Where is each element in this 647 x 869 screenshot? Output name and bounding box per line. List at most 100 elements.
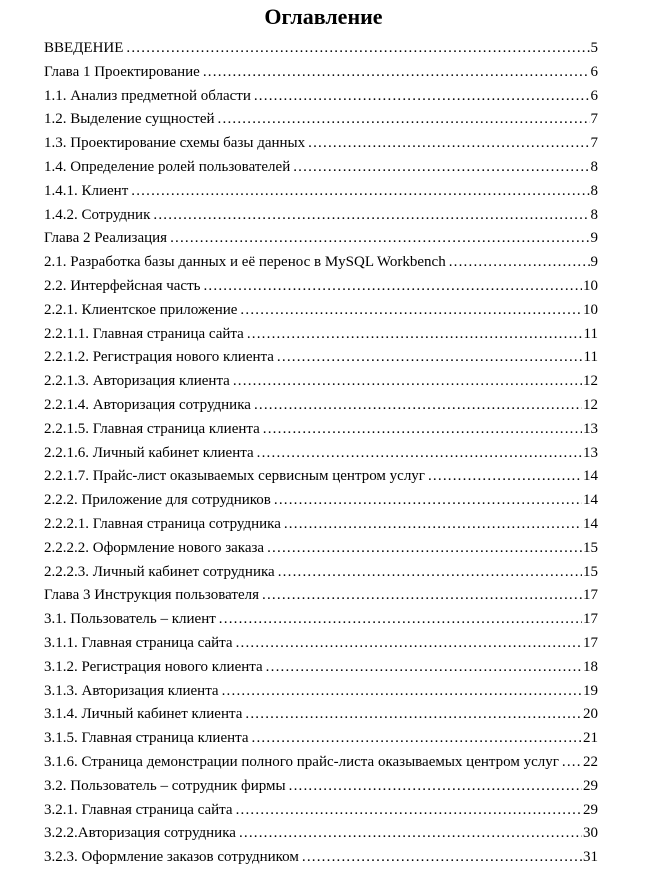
toc-entry[interactable]: 2.2.1.2. Регистрация нового клиента 11 bbox=[44, 346, 598, 370]
dot-leader bbox=[293, 156, 589, 180]
dot-leader bbox=[428, 465, 582, 489]
dot-leader bbox=[302, 846, 582, 869]
toc-entry[interactable]: 2.2.1.4. Авторизация сотрудника 12 bbox=[44, 394, 598, 418]
toc-entry[interactable]: 3.1.3. Авторизация клиента 19 bbox=[44, 680, 598, 704]
toc-entry[interactable]: 2.2.1.3. Авторизация клиента 12 bbox=[44, 370, 598, 394]
toc-entry-page: 14 bbox=[583, 515, 598, 532]
dot-leader bbox=[203, 275, 582, 299]
toc-entry[interactable]: 3.2.1. Главная страница сайта 29 bbox=[44, 799, 598, 823]
toc-entry-label: 1.4.2. Сотрудник bbox=[44, 206, 151, 223]
toc-entry-page: 13 bbox=[583, 420, 598, 437]
toc-entry[interactable]: 2.2.1.1. Главная страница сайта 11 bbox=[44, 323, 598, 347]
toc-entry[interactable]: Глава 3 Инструкция пользователя 17 bbox=[44, 584, 598, 608]
toc-entry[interactable]: 2.2.2.1. Главная страница сотрудника 14 bbox=[44, 513, 598, 537]
dot-leader bbox=[203, 61, 590, 85]
dot-leader bbox=[170, 227, 589, 251]
toc-entry[interactable]: Глава 1 Проектирование 6 bbox=[44, 61, 598, 85]
toc-entry-page: 5 bbox=[590, 40, 599, 56]
toc-entry-page: 8 bbox=[590, 158, 599, 175]
dot-leader bbox=[266, 656, 582, 680]
toc-entry-page: 11 bbox=[583, 349, 598, 366]
toc-entry-label: 2.2.2.2. Оформление нового заказа bbox=[44, 539, 265, 556]
toc-entry[interactable]: 2.2.2. Приложение для сотрудников 14 bbox=[44, 489, 598, 513]
toc-entry-label: 1.4.1. Клиент bbox=[44, 182, 129, 199]
toc-entry[interactable]: 2.2.1.6. Личный кабинет клиента 13 bbox=[44, 442, 598, 466]
toc-entry[interactable]: Глава 2 Реализация 9 bbox=[44, 227, 598, 251]
toc-entry-page: 15 bbox=[583, 563, 598, 580]
toc-entry[interactable]: 3.2.3. Оформление заказов сотрудником 31 bbox=[44, 846, 598, 869]
toc-entry[interactable]: 1.4.2. Сотрудник 8 bbox=[44, 204, 598, 228]
dot-leader bbox=[262, 584, 582, 608]
toc-entry-label: Глава 3 Инструкция пользователя bbox=[44, 587, 260, 604]
dot-leader bbox=[257, 442, 582, 466]
toc-entry[interactable]: 1.4.1. Клиент 8 bbox=[44, 180, 598, 204]
toc-entry-label: 1.2. Выделение сущностей bbox=[44, 111, 215, 128]
toc-entry[interactable]: 1.1. Анализ предметной области 6 bbox=[44, 85, 598, 109]
toc-entry[interactable]: 2.2. Интерфейсная часть 10 bbox=[44, 275, 598, 299]
toc-entry-page: 18 bbox=[583, 658, 598, 675]
toc-entry-label: 3.1.4. Личный кабинет клиента bbox=[44, 706, 243, 723]
dot-leader bbox=[236, 632, 582, 656]
toc-entry-page: 14 bbox=[583, 492, 598, 509]
toc-entry[interactable]: 3.2. Пользователь – сотрудник фирмы 29 bbox=[44, 775, 598, 799]
dot-leader bbox=[240, 299, 582, 323]
toc-entry-page: 17 bbox=[583, 587, 598, 604]
toc-entry[interactable]: 2.2.1. Клиентское приложение 10 bbox=[44, 299, 598, 323]
toc-entry[interactable]: 1.4. Определение ролей пользователей 8 bbox=[44, 156, 598, 180]
toc-entry-page: 12 bbox=[583, 396, 598, 413]
toc-entry-page: 11 bbox=[583, 325, 598, 342]
dot-leader bbox=[153, 204, 589, 228]
dot-leader bbox=[131, 180, 589, 204]
toc-entry[interactable]: 3.1.1. Главная страница сайта 17 bbox=[44, 632, 598, 656]
dot-leader bbox=[267, 537, 582, 561]
toc-entry-page: 6 bbox=[590, 87, 599, 104]
toc-entry-label: 1.3. Проектирование схемы базы данных bbox=[44, 135, 306, 152]
toc-entry[interactable]: 2.2.2.2. Оформление нового заказа 15 bbox=[44, 537, 598, 561]
dot-leader bbox=[308, 132, 589, 156]
toc-entry[interactable]: ВВЕДЕНИЕ 5 bbox=[44, 37, 598, 61]
toc-entry-label: 2.2. Интерфейсная часть bbox=[44, 277, 201, 294]
toc-entry[interactable]: 2.2.1.7. Прайс-лист оказываемых сервисны… bbox=[44, 465, 598, 489]
toc-list: ВВЕДЕНИЕ5Глава 1 Проектирование61.1. Ана… bbox=[44, 37, 598, 869]
toc-entry[interactable]: 3.1.5. Главная страница клиента 21 bbox=[44, 727, 598, 751]
toc-entry-page: 19 bbox=[583, 682, 598, 699]
page-title: Оглавление bbox=[264, 4, 383, 29]
dot-leader bbox=[278, 561, 582, 585]
toc-entry-label: 3.2.3. Оформление заказов сотрудником bbox=[44, 849, 299, 866]
toc-entry-page: 9 bbox=[590, 254, 599, 271]
toc-entry[interactable]: 3.1.2. Регистрация нового клиента 18 bbox=[44, 656, 598, 680]
toc-entry-page: 6 bbox=[590, 63, 599, 80]
toc-entry-label: 2.2.2.3. Личный кабинет сотрудника bbox=[44, 563, 275, 580]
dot-leader bbox=[252, 727, 582, 751]
toc-entry-page: 31 bbox=[583, 849, 598, 866]
toc-entry-label: 2.2.1. Клиентское приложение bbox=[44, 301, 238, 318]
dot-leader bbox=[254, 85, 590, 109]
dot-leader bbox=[126, 37, 589, 61]
dot-leader bbox=[245, 703, 582, 727]
toc-entry[interactable]: 2.1. Разработка базы данных и её перенос… bbox=[44, 251, 598, 275]
toc-entry-page: 15 bbox=[583, 539, 598, 556]
toc-entry-page: 10 bbox=[583, 301, 598, 318]
toc-entry-label: 3.2. Пользователь – сотрудник фирмы bbox=[44, 777, 286, 794]
toc-entry-label: 3.2.1. Главная страница сайта bbox=[44, 801, 233, 818]
toc-entry-label: 1.4. Определение ролей пользователей bbox=[44, 158, 291, 175]
toc-entry[interactable]: 3.1. Пользователь – клиент 17 bbox=[44, 608, 598, 632]
toc-entry-page: 7 bbox=[590, 111, 599, 128]
toc-entry[interactable]: 2.2.1.5. Главная страница клиента 13 bbox=[44, 418, 598, 442]
toc-entry-page: 30 bbox=[583, 825, 598, 842]
toc-entry-label: 2.2.1.1. Главная страница сайта bbox=[44, 325, 244, 342]
toc-entry-label: 2.1. Разработка базы данных и её перенос… bbox=[44, 254, 446, 271]
toc-entry-page: 29 bbox=[583, 801, 598, 818]
dot-leader bbox=[218, 108, 590, 132]
toc-entry-page: 9 bbox=[590, 230, 599, 247]
toc-entry[interactable]: 2.2.2.3. Личный кабинет сотрудника 15 bbox=[44, 561, 598, 585]
toc-entry[interactable]: 3.1.4. Личный кабинет клиента 20 bbox=[44, 703, 598, 727]
toc-entry-label: 1.1. Анализ предметной области bbox=[44, 87, 251, 104]
dot-leader bbox=[449, 251, 590, 275]
toc-entry[interactable]: 3.1.6. Страница демонстрации полного пра… bbox=[44, 751, 598, 775]
toc-entry[interactable]: 1.3. Проектирование схемы базы данных 7 bbox=[44, 132, 598, 156]
toc-entry-label: 3.1.5. Главная страница клиента bbox=[44, 730, 249, 747]
toc-entry[interactable]: 1.2. Выделение сущностей 7 bbox=[44, 108, 598, 132]
toc-entry[interactable]: 3.2.2.Авторизация сотрудника 30 bbox=[44, 822, 598, 846]
